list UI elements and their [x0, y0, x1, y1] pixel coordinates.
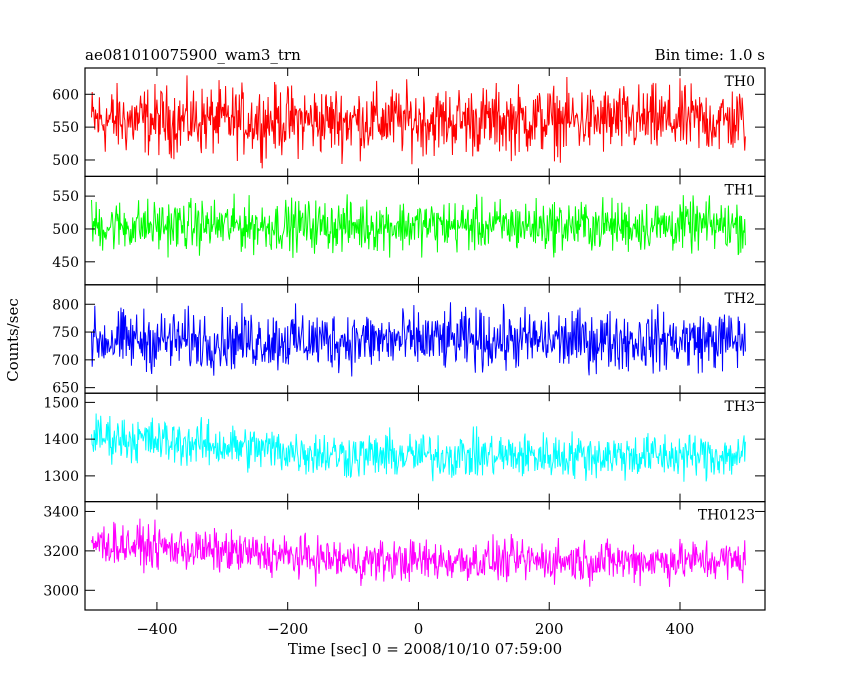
x-tick-label: 400: [666, 620, 695, 638]
panels-group: TH0 500 550 600 TH1 450 500 550 TH2 650 700 750 800 T…: [43, 67, 766, 638]
panel-frame-th0123: [84, 501, 766, 611]
panel-label-th2: TH2: [725, 291, 755, 307]
y-tick-label: 3400: [43, 504, 79, 520]
series-line-th3: [91, 413, 746, 482]
y-tick-label: 650: [52, 381, 79, 397]
y-tick-label: 3200: [43, 544, 79, 560]
y-tick-label: 1500: [43, 395, 79, 411]
x-axis-label: Time [sec] 0 = 2008/10/10 07:59:00: [288, 640, 562, 658]
y-tick-label: 1400: [43, 432, 79, 448]
y-axis-label: Counts/sec: [4, 298, 22, 382]
x-tick-label: −400: [136, 620, 177, 638]
y-tick-label: 500: [52, 153, 79, 169]
chart-title-right: Bin time: 1.0 s: [655, 46, 765, 64]
panel-label-th3: TH3: [725, 399, 755, 415]
series-line-th1: [91, 193, 746, 258]
y-tick-label: 550: [52, 120, 79, 136]
y-tick-label: 750: [52, 325, 79, 341]
y-tick-label: 550: [52, 189, 79, 205]
series-line-th0: [91, 75, 746, 169]
chart-title-left: ae081010075900_wam3_trn: [85, 46, 301, 64]
panel-label-th0123: TH0123: [698, 508, 755, 524]
series-line-th2: [91, 302, 746, 377]
x-tick-label: −200: [267, 620, 308, 638]
y-tick-label: 600: [52, 87, 79, 103]
y-tick-label: 3000: [43, 583, 79, 599]
panel-label-th0: TH0: [725, 74, 755, 90]
x-tick-label: 200: [535, 620, 564, 638]
y-tick-label: 800: [52, 297, 79, 313]
x-tick-label: 0: [414, 620, 424, 638]
y-tick-label: 450: [52, 255, 79, 271]
series-line-th0123: [91, 518, 746, 587]
y-tick-label: 1300: [43, 469, 79, 485]
y-tick-label: 700: [52, 353, 79, 369]
panel-label-th1: TH1: [725, 182, 755, 198]
y-tick-label: 500: [52, 222, 79, 238]
